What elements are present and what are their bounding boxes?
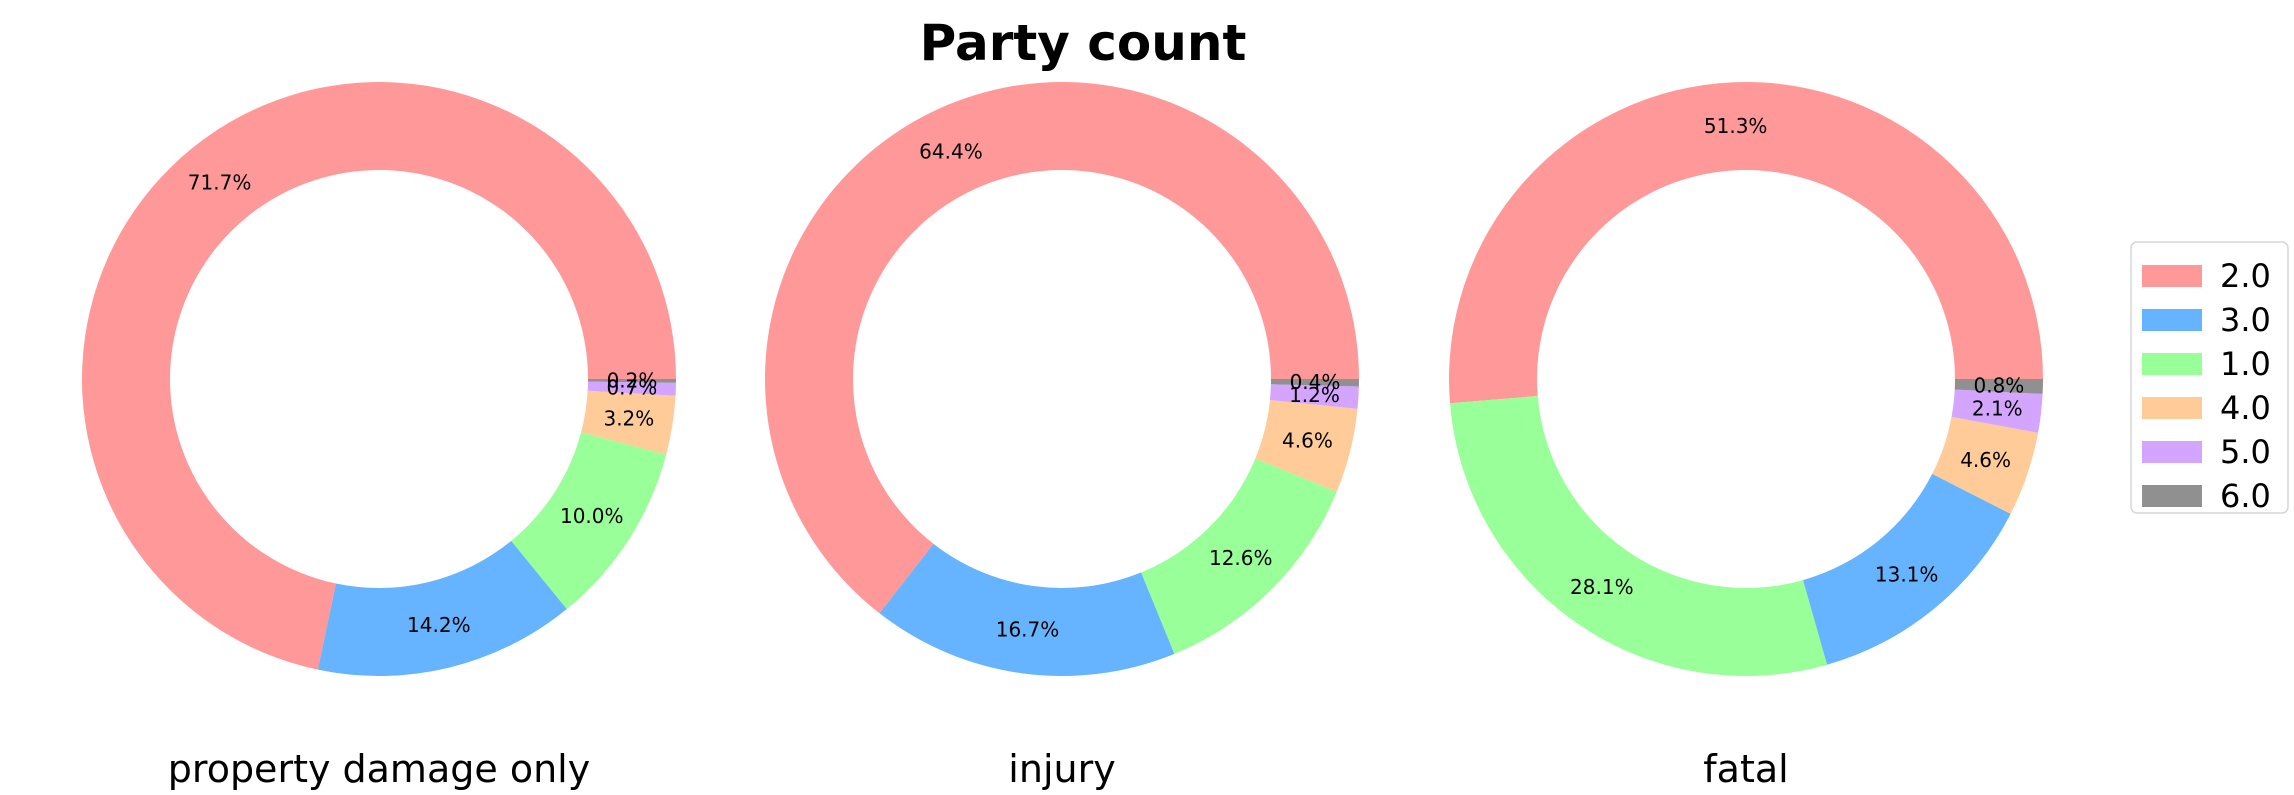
slice-6-0 (1954, 379, 2043, 394)
slice-label: 71.7% (188, 171, 252, 195)
legend-item-3-0: 3.0 (2142, 301, 2271, 339)
legend-label: 5.0 (2220, 433, 2271, 471)
slice-label: 51.3% (1704, 114, 1768, 138)
legend-swatch (2142, 353, 2202, 375)
slice-label: 1.2% (1289, 383, 1340, 407)
legend-label: 6.0 (2220, 477, 2271, 515)
slice-label: 64.4% (919, 140, 983, 164)
donut-property-damage-only: 71.7% 14.2% 10.0% 3.2% 0.7%0.2% property dama… (81, 81, 676, 791)
slice-6-0 (587, 379, 676, 383)
slice-1-0 (1141, 458, 1337, 654)
slice-label: 12.6% (1209, 546, 1273, 570)
slice-label: 0.7% (606, 376, 657, 400)
slice-6-0 (1270, 379, 1359, 387)
slice-1-0 (511, 432, 667, 610)
legend-label: 3.0 (2220, 301, 2271, 339)
slice-2-0 (81, 81, 676, 670)
legend-label: 4.0 (2220, 389, 2271, 427)
slice-label: 28.1% (1570, 575, 1634, 599)
legend-swatch (2142, 441, 2202, 463)
subplot-title: property damage only (168, 747, 590, 791)
legend-label: 1.0 (2220, 345, 2271, 383)
percent-labels: 51.3% 28.1% 13.1% 4.6% 2.1%0.8% (1570, 114, 2024, 599)
slice-5-0 (1951, 389, 2043, 433)
chart-title: Party count (920, 14, 1247, 72)
slice-label: 13.1% (1875, 562, 1939, 586)
slice-4-0 (1255, 399, 1358, 492)
legend-item-2-0: 2.0 (2142, 257, 2271, 295)
slice-2-0 (765, 82, 1359, 614)
slice-4-0 (581, 390, 676, 455)
legend-item-4-0: 4.0 (2142, 389, 2271, 427)
slice-3-0 (879, 543, 1175, 676)
slice-label: 14.2% (407, 613, 471, 637)
percent-labels: 64.4% 16.7% 12.6% 4.6% 1.2%0.4% (919, 140, 1340, 642)
slice-label: 4.6% (1282, 428, 1333, 452)
donut-plots: 71.7% 14.2% 10.0% 3.2% 0.7%0.2% property dama… (81, 81, 2043, 791)
slice-label: 0.8% (1974, 373, 2025, 397)
slice-4-0 (1932, 416, 2039, 514)
legend-label: 2.0 (2220, 257, 2271, 295)
slice-5-0 (587, 381, 676, 396)
slice-3-0 (1803, 473, 2011, 665)
legend-item-6-0: 6.0 (2142, 477, 2271, 515)
legend-item-5-0: 5.0 (2142, 433, 2271, 471)
donut-injury: 64.4% 16.7% 12.6% 4.6% 1.2%0.4% injury (765, 82, 1359, 791)
subplot-title: fatal (1703, 747, 1788, 791)
legend-swatch (2142, 397, 2202, 419)
slice-3-0 (317, 540, 567, 677)
percent-labels: 71.7% 14.2% 10.0% 3.2% 0.7%0.2% (188, 171, 658, 637)
legend-swatch (2142, 309, 2202, 331)
slice-label: 0.2% (607, 369, 658, 393)
legend-swatch (2142, 485, 2202, 507)
donut-fatal: 51.3% 28.1% 13.1% 4.6% 2.1%0.8% fatal (1448, 81, 2043, 791)
slice-label: 2.1% (1972, 396, 2023, 420)
slice-label: 4.6% (1960, 448, 2011, 472)
slice-label: 10.0% (560, 504, 624, 528)
legend-item-1-0: 1.0 (2142, 345, 2271, 383)
slice-label: 3.2% (603, 407, 654, 431)
slice-label: 16.7% (996, 618, 1060, 642)
subplot-title: injury (1008, 747, 1115, 791)
slice-2-0 (1448, 81, 2043, 404)
slice-label: 0.4% (1290, 370, 1341, 394)
legend: 2.0 3.0 1.0 4.0 5.0 6.0 (2130, 241, 2289, 515)
slice-5-0 (1269, 384, 1359, 409)
legend-swatch (2142, 265, 2202, 287)
slice-1-0 (1449, 396, 1828, 676)
